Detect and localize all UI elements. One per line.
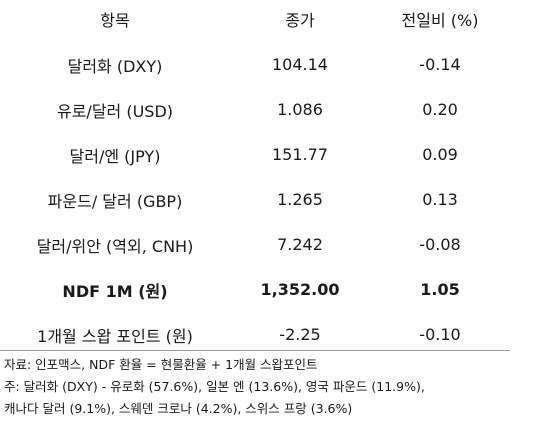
row-change: 0.13 [422, 190, 458, 209]
table-notes: 자료: 인포맥스, NDF 환율 = 현물환율 + 1개월 스왑포인트 주: 달… [4, 354, 540, 420]
row-close: 7.242 [277, 235, 323, 254]
row-name: 달러/위안 (역외, CNH) [36, 236, 194, 256]
row-close: 1.086 [277, 100, 323, 119]
footnote-line-2: 캐나다 달러 (9.1%), 스웨덴 크로나 (4.2%), 스위스 프랑 (3… [4, 401, 353, 416]
row-change: 0.09 [422, 145, 458, 164]
row-name: 파운드/ 달러 (GBP) [47, 191, 183, 211]
row-close: 1,352.00 [260, 280, 340, 299]
row-change: 1.05 [420, 280, 460, 299]
row-close: 104.14 [272, 55, 328, 74]
row-close: 151.77 [272, 145, 328, 164]
table-bottom-divider [0, 350, 510, 351]
row-change: -0.14 [419, 55, 461, 74]
row-name: 달러/엔 (JPY) [69, 146, 161, 166]
footnote-line-1: 주: 달러화 (DXY) - 유로화 (57.6%), 일본 엔 (13.6%)… [4, 379, 425, 394]
row-close: 1.265 [277, 190, 323, 209]
table-row: 유로/달러 (USD) 1.086 0.20 [0, 87, 510, 132]
row-name: NDF 1M (원) [62, 281, 168, 301]
header-close: 종가 [285, 11, 315, 30]
table-row: 달러/엔 (JPY) 151.77 0.09 [0, 132, 510, 177]
row-name: 달러화 (DXY) [67, 56, 163, 76]
table-row: 달러/위안 (역외, CNH) 7.242 -0.08 [0, 222, 510, 267]
table-row-highlight: NDF 1M (원) 1,352.00 1.05 [0, 267, 510, 312]
row-name: 1개월 스왑 포인트 (원) [37, 326, 193, 346]
row-change: -0.10 [419, 325, 461, 344]
table-row: 달러화 (DXY) 104.14 -0.14 [0, 42, 510, 87]
row-change: 0.20 [422, 100, 458, 119]
row-close: -2.25 [279, 325, 321, 344]
header-item: 항목 [100, 11, 130, 30]
row-change: -0.08 [419, 235, 461, 254]
row-name: 유로/달러 (USD) [56, 101, 174, 121]
fx-rates-table: 항목 종가 전일비 (%) 달러화 (DXY) 104.14 -0.14 유로/… [0, 0, 510, 357]
table-row: 파운드/ 달러 (GBP) 1.265 0.13 [0, 177, 510, 222]
source-note: 자료: 인포맥스, NDF 환율 = 현물환율 + 1개월 스왑포인트 [4, 357, 318, 372]
table-row: 1개월 스왑 포인트 (원) -2.25 -0.10 [0, 312, 510, 357]
header-change: 전일비 (%) [401, 11, 479, 30]
table-header-row: 항목 종가 전일비 (%) [0, 0, 510, 42]
